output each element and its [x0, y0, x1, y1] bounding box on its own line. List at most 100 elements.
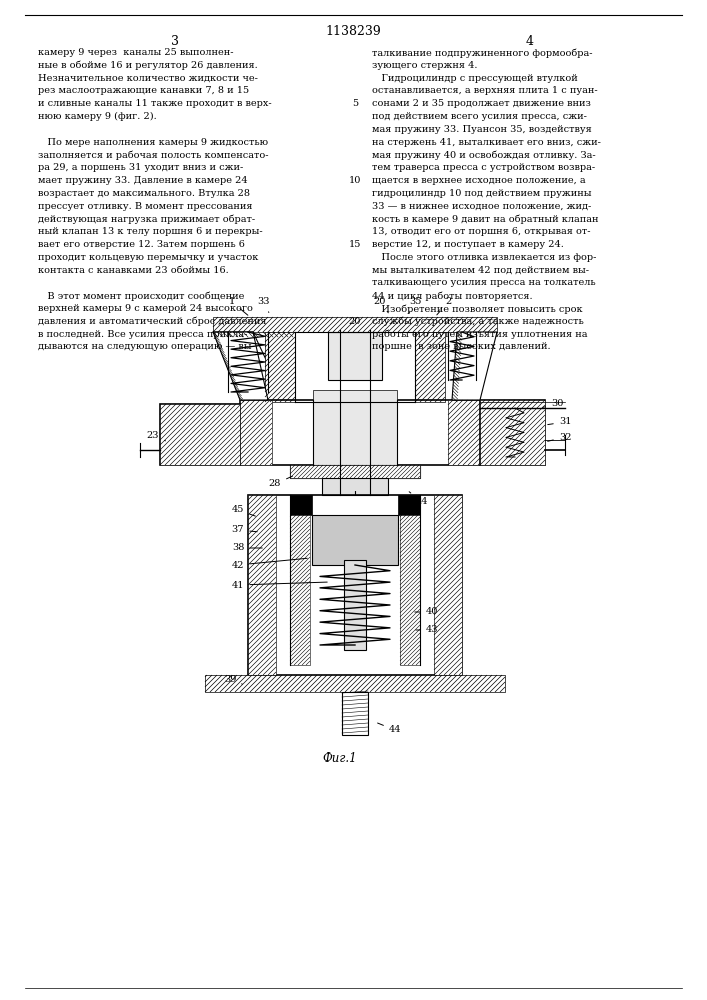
Bar: [328, 332, 382, 380]
Text: под действием всего усилия пресса, сжи-: под действием всего усилия пресса, сжи-: [372, 112, 587, 121]
Text: останавливается, а верхняя плита 1 с пуан-: останавливается, а верхняя плита 1 с пуа…: [372, 86, 597, 95]
Text: дываются на следующую операцию — вы-: дываются на следующую операцию — вы-: [38, 342, 255, 351]
Text: Гидроцилиндр с прессующей втулкой: Гидроцилиндр с прессующей втулкой: [372, 74, 578, 83]
Text: мая пружину 40 и освобождая отливку. За-: мая пружину 40 и освобождая отливку. За-: [372, 150, 595, 160]
Text: 41: 41: [232, 580, 327, 589]
Text: талкивание подпружиненного формообра-: талкивание подпружиненного формообра-: [372, 48, 592, 57]
Text: Незначительное количество жидкости че-: Незначительное количество жидкости че-: [38, 74, 258, 83]
Text: работы его путем изъятия уплотнения на: работы его путем изъятия уплотнения на: [372, 330, 588, 339]
Text: поршне  в зоне высоких давлений.: поршне в зоне высоких давлений.: [372, 342, 551, 351]
Bar: [240, 400, 480, 465]
Bar: [480, 400, 545, 465]
Text: зующего стержня 4.: зующего стержня 4.: [372, 61, 477, 70]
Text: мы выталкивателем 42 под действием вы-: мы выталкивателем 42 под действием вы-: [372, 266, 589, 275]
Text: 39: 39: [224, 676, 243, 684]
Text: 1138239: 1138239: [325, 25, 381, 38]
Text: действующая нагрузка прижимает обрат-: действующая нагрузка прижимает обрат-: [38, 214, 255, 224]
Text: верхней камеры 9 с камерой 24 высокого: верхней камеры 9 с камерой 24 высокого: [38, 304, 253, 313]
Text: ный клапан 13 к телу поршня 6 и перекры-: ный клапан 13 к телу поршня 6 и перекры-: [38, 227, 262, 236]
Text: 45: 45: [232, 506, 255, 516]
Bar: [415, 332, 445, 402]
Text: 10: 10: [349, 176, 361, 185]
Bar: [312, 515, 398, 565]
Text: 28: 28: [269, 476, 293, 488]
Text: 23: 23: [147, 430, 165, 441]
Text: сонами 2 и 35 продолжает движение вниз: сонами 2 и 35 продолжает движение вниз: [372, 99, 591, 108]
Text: 13, отводит его от поршня 6, открывая от-: 13, отводит его от поршня 6, открывая от…: [372, 227, 590, 236]
Text: службы устройства, а также надежность: службы устройства, а также надежность: [372, 317, 584, 326]
Bar: [240, 400, 272, 465]
Text: прессует отливку. В момент прессования: прессует отливку. В момент прессования: [38, 202, 252, 211]
Text: По мере наполнения камеры 9 жидкостью: По мере наполнения камеры 9 жидкостью: [38, 138, 268, 147]
Bar: [213, 317, 497, 332]
Bar: [160, 404, 240, 465]
Bar: [342, 692, 368, 735]
Text: заполняется и рабочая полость компенсато-: заполняется и рабочая полость компенсато…: [38, 150, 269, 160]
Polygon shape: [213, 332, 285, 400]
Text: 33 — в нижнее исходное положение, жид-: 33 — в нижнее исходное положение, жид-: [372, 202, 591, 211]
Text: 1: 1: [229, 298, 248, 315]
Text: мая пружину 33. Пуансон 35, воздействуя: мая пружину 33. Пуансон 35, воздействуя: [372, 125, 592, 134]
Text: контакта с канавками 23 обоймы 16.: контакта с канавками 23 обоймы 16.: [38, 266, 229, 275]
Text: 3: 3: [171, 35, 179, 48]
Text: тем траверса пресса с устройством возвра-: тем траверса пресса с устройством возвра…: [372, 163, 595, 172]
Text: В этот момент происходит сообщение: В этот момент происходит сообщение: [38, 291, 245, 301]
Text: 30: 30: [543, 399, 563, 408]
Text: 15: 15: [349, 240, 361, 249]
Text: верстие 12, и поступает в камеру 24.: верстие 12, и поступает в камеру 24.: [372, 240, 564, 249]
Text: 20: 20: [374, 298, 388, 313]
Bar: [448, 400, 480, 465]
Text: щается в верхнее исходное положение, а: щается в верхнее исходное положение, а: [372, 176, 585, 185]
Text: ра 29, а поршень 31 уходит вниз и сжи-: ра 29, а поршень 31 уходит вниз и сжи-: [38, 163, 243, 172]
Bar: [290, 515, 310, 665]
Text: 44: 44: [378, 723, 402, 734]
Polygon shape: [213, 332, 268, 400]
Text: 33: 33: [258, 298, 270, 312]
Bar: [344, 560, 366, 650]
Text: камеру 9 через  каналы 25 выполнен-: камеру 9 через каналы 25 выполнен-: [38, 48, 233, 57]
Text: 32: 32: [548, 432, 571, 442]
Text: 35: 35: [409, 298, 421, 313]
Text: Изобретение позволяет повысить срок: Изобретение позволяет повысить срок: [372, 304, 583, 314]
Text: ные в обойме 16 и регулятор 26 давления.: ные в обойме 16 и регулятор 26 давления.: [38, 61, 258, 70]
Bar: [265, 332, 295, 402]
Bar: [248, 495, 462, 675]
Text: 43: 43: [416, 626, 438, 635]
Text: 38: 38: [232, 544, 262, 552]
Bar: [205, 675, 505, 692]
Text: Фиг.1: Фиг.1: [322, 752, 357, 765]
Text: давления и автоматический сброс давления: давления и автоматический сброс давления: [38, 317, 267, 326]
Bar: [290, 495, 312, 515]
Bar: [322, 478, 388, 495]
Bar: [480, 400, 545, 465]
Text: талкивающего усилия пресса на толкатель: талкивающего усилия пресса на толкатель: [372, 278, 595, 287]
Bar: [290, 465, 420, 478]
Text: 20: 20: [349, 317, 361, 326]
Text: рез маслоотражающие канавки 7, 8 и 15: рез маслоотражающие канавки 7, 8 и 15: [38, 86, 249, 95]
Polygon shape: [452, 332, 497, 400]
Text: нюю камеру 9 (фиг. 2).: нюю камеру 9 (фиг. 2).: [38, 112, 157, 121]
Text: вает его отверстие 12. Затем поршень 6: вает его отверстие 12. Затем поршень 6: [38, 240, 245, 249]
Text: и сливные каналы 11 также проходит в верх-: и сливные каналы 11 также проходит в вер…: [38, 99, 271, 108]
Text: 2: 2: [437, 298, 451, 315]
Text: гидроцилиндр 10 под действием пружины: гидроцилиндр 10 под действием пружины: [372, 189, 592, 198]
Text: возрастает до максимального. Втулка 28: возрастает до максимального. Втулка 28: [38, 189, 250, 198]
Bar: [248, 495, 276, 675]
Bar: [434, 495, 462, 675]
Text: 5: 5: [352, 99, 358, 108]
Bar: [400, 515, 420, 665]
Bar: [160, 404, 240, 465]
Text: После этого отливка извлекается из фор-: После этого отливка извлекается из фор-: [372, 253, 597, 262]
Bar: [398, 495, 420, 515]
Text: 42: 42: [232, 558, 308, 570]
Text: на стержень 41, выталкивает его вниз, сжи-: на стержень 41, выталкивает его вниз, сж…: [372, 138, 601, 147]
Text: 44 и цикл работы повторяется.: 44 и цикл работы повторяется.: [372, 291, 532, 301]
Text: 24: 24: [409, 492, 428, 506]
Text: в последней. Все усилия пресса прикла-: в последней. Все усилия пресса прикла-: [38, 330, 247, 339]
Text: 4: 4: [526, 35, 534, 48]
Text: проходит кольцевую перемычку и участок: проходит кольцевую перемычку и участок: [38, 253, 258, 262]
Bar: [313, 390, 397, 475]
Text: 37: 37: [232, 526, 257, 534]
Text: кость в камере 9 давит на обратный клапан: кость в камере 9 давит на обратный клапа…: [372, 214, 599, 224]
Text: мает пружину 33. Давление в камере 24: мает пружину 33. Давление в камере 24: [38, 176, 247, 185]
